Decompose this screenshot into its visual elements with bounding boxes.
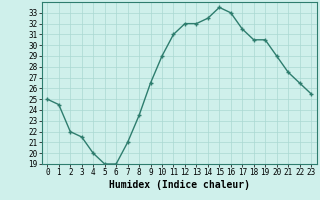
X-axis label: Humidex (Indice chaleur): Humidex (Indice chaleur) [109, 180, 250, 190]
